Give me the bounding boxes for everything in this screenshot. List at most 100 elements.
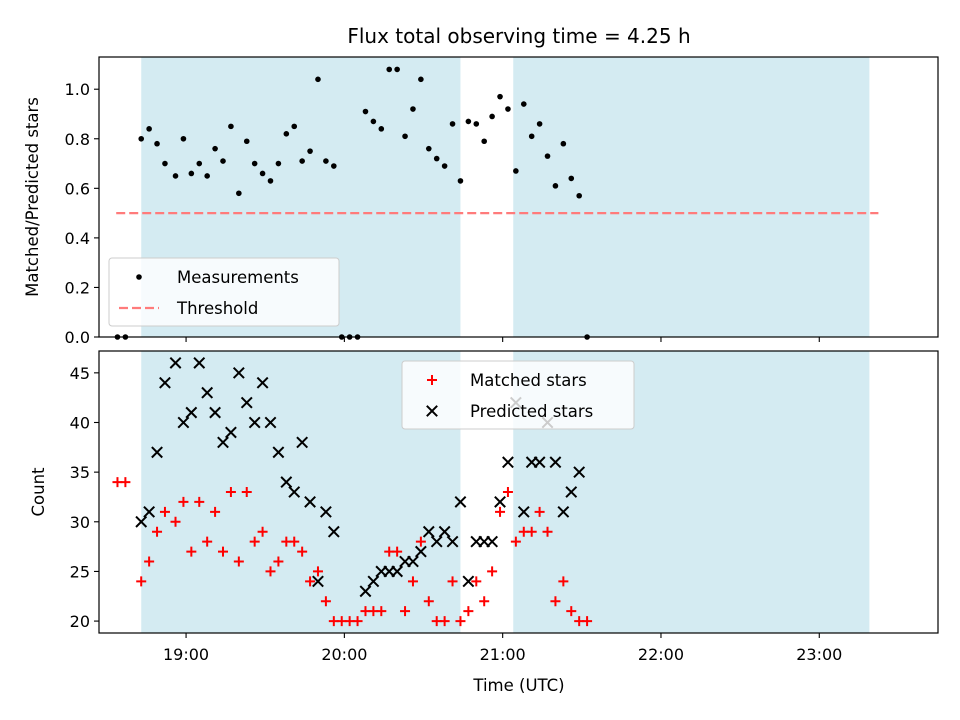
bottom-panel: 19:00 20:00 21:00 22:00 23:00 20 25 30 35 40 45 Mat… — [70, 350, 939, 664]
matched-star-point — [186, 546, 197, 557]
matched-star-point — [249, 536, 260, 547]
measurement-point — [259, 170, 266, 177]
predicted-star-point — [502, 456, 514, 469]
predicted-star-point — [557, 505, 570, 518]
predicted-star-point — [177, 416, 190, 429]
predicted-star-point — [272, 446, 285, 459]
measurement-point — [441, 163, 448, 169]
bottom-series-1 — [112, 477, 593, 627]
matched-star-point — [218, 546, 229, 557]
predicted-star-point — [367, 575, 380, 588]
predicted-star-point — [201, 386, 214, 399]
measurement-point — [505, 106, 511, 112]
matched-star-point — [566, 606, 577, 617]
matched-star-point — [257, 526, 268, 537]
matched-star-point — [273, 556, 284, 567]
top-y-tick-label: 1.0 — [65, 80, 90, 99]
measurement-point — [307, 148, 313, 154]
measurement-point — [146, 126, 152, 132]
legend-matched-marker — [427, 375, 437, 385]
measurement-point — [228, 123, 234, 130]
predicted-star-point — [327, 525, 340, 538]
predicted-star-point — [517, 505, 530, 518]
matched-star-point — [455, 616, 466, 627]
x-tick-label: 19:00 — [163, 645, 209, 664]
predicted-star-point — [193, 357, 206, 369]
matched-star-point — [352, 616, 363, 627]
predicted-star-point — [240, 396, 253, 409]
matched-star-point — [487, 566, 498, 577]
matched-star-point — [194, 496, 205, 507]
measurement-point — [513, 168, 519, 174]
measurement-point — [196, 160, 203, 167]
predicted-star-point — [414, 545, 427, 558]
top-axes-frame — [98, 56, 939, 338]
measurement-point — [497, 93, 503, 100]
measurement-point — [275, 160, 282, 167]
measurement-point — [299, 158, 305, 164]
legend-label: Predicted stars — [470, 402, 593, 421]
measurement-point — [283, 131, 290, 137]
matched-star-point — [479, 596, 490, 607]
measurement-point — [220, 158, 226, 164]
measurement-point — [410, 106, 416, 112]
matched-star-point — [305, 576, 316, 587]
predicted-star-point — [225, 426, 237, 439]
matched-star-point — [202, 536, 213, 547]
predicted-star-point — [217, 436, 229, 449]
matched-star-point — [152, 526, 163, 537]
predicted-star-point — [209, 406, 221, 419]
measurement-point — [291, 123, 298, 130]
predicted-star-point — [494, 496, 506, 508]
bottom-y-tick-label: 25 — [70, 562, 90, 581]
measurement-point — [402, 133, 408, 140]
measurement-point — [243, 138, 250, 145]
measurement-point — [370, 118, 377, 125]
measurement-point — [457, 178, 464, 184]
chart-title: Flux total observing time = 4.25 h — [347, 24, 690, 48]
measurement-point — [267, 178, 274, 184]
legend-label: Measurements — [177, 268, 299, 287]
matched-star-point — [495, 506, 506, 517]
legend-label: Threshold — [176, 299, 258, 318]
measurement-point — [425, 145, 432, 152]
bottom-y-axis-label: Count — [29, 467, 48, 517]
predicted-star-point — [232, 366, 245, 379]
measurement-point — [433, 155, 440, 162]
matched-star-point — [550, 596, 561, 607]
measurement-point — [331, 163, 337, 169]
measurement-point — [465, 118, 472, 125]
x-tick-label: 22:00 — [638, 645, 684, 664]
measurement-point — [323, 158, 329, 164]
measurement-point — [544, 153, 551, 159]
matched-star-point — [144, 556, 155, 567]
predicted-star-point — [169, 357, 182, 369]
measurement-point — [180, 135, 187, 142]
top-y-tick-label: 0.0 — [65, 328, 90, 347]
bottom-legend: Matched stars Predicted stars — [401, 360, 635, 430]
legend-label: Matched stars — [470, 371, 587, 390]
bottom-y-tick-label: 20 — [70, 612, 90, 631]
predicted-star-point — [151, 446, 163, 459]
predicted-star-point — [288, 486, 301, 498]
measurement-point — [449, 121, 456, 127]
measurement-point — [481, 138, 488, 145]
matched-star-point — [233, 556, 244, 567]
matched-star-point — [392, 546, 403, 557]
matched-star-point — [297, 546, 308, 557]
top-legend: Measurements Threshold — [108, 257, 340, 327]
measurement-point — [172, 173, 179, 179]
x-tick-label: 20:00 — [321, 645, 367, 664]
measurement-point — [138, 135, 145, 142]
matched-star-point — [526, 526, 537, 537]
predicted-star-point — [454, 496, 467, 508]
matched-star-point — [510, 536, 521, 547]
predicted-star-point — [319, 505, 332, 518]
matched-star-point — [407, 576, 418, 587]
bottom-y-tick-label: 40 — [70, 413, 90, 432]
x-tick-label: 23:00 — [796, 645, 842, 664]
measurement-point — [576, 192, 582, 199]
matched-star-point — [241, 487, 252, 497]
matched-star-point — [120, 477, 131, 488]
